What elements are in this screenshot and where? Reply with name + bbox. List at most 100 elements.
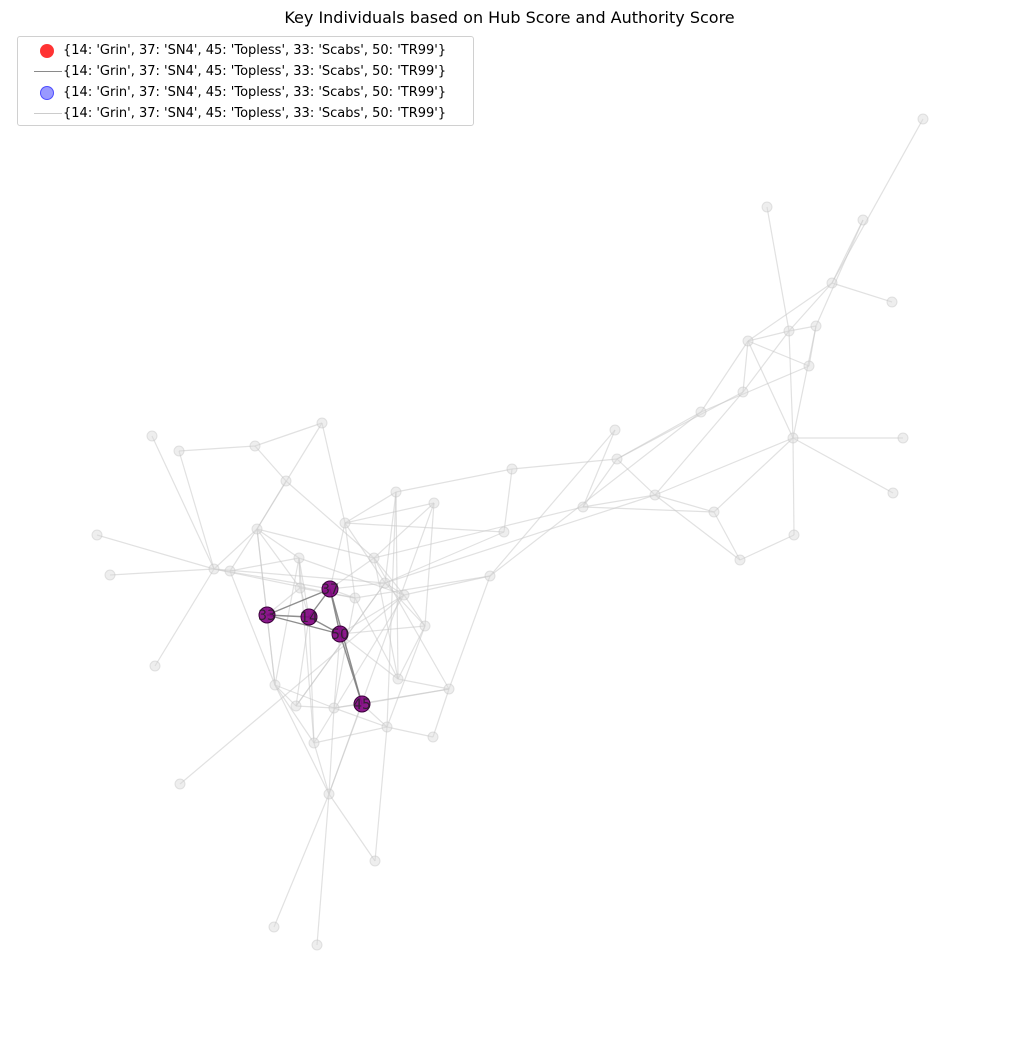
node <box>269 679 281 691</box>
node <box>293 552 305 564</box>
key-edge <box>266 588 331 616</box>
key-node-label: 33 <box>258 608 276 624</box>
edge <box>151 435 215 570</box>
key-node-label: 37 <box>321 582 339 598</box>
node <box>398 589 410 601</box>
key-edge <box>266 614 341 635</box>
edge <box>654 391 744 496</box>
edge <box>329 582 386 590</box>
key-node-33 <box>258 606 276 624</box>
edge <box>328 707 335 795</box>
edge <box>489 429 616 577</box>
edge <box>229 570 276 686</box>
edge <box>742 330 790 393</box>
edge <box>328 793 376 862</box>
edge <box>384 582 405 596</box>
edge <box>329 557 375 590</box>
edge <box>831 282 893 303</box>
key-node-45 <box>353 695 371 713</box>
node <box>91 529 103 541</box>
edge <box>582 506 715 513</box>
edge <box>295 705 335 709</box>
edge <box>815 219 864 327</box>
node <box>381 721 393 733</box>
key-node-37 <box>321 580 339 598</box>
background-nodes <box>91 113 929 951</box>
edge <box>386 491 397 728</box>
edge <box>742 340 749 393</box>
edge <box>713 437 794 513</box>
edge <box>178 445 256 452</box>
edge <box>339 633 399 680</box>
node <box>498 526 510 538</box>
node <box>249 440 261 452</box>
edge <box>295 582 386 707</box>
edge <box>308 616 315 744</box>
edge <box>344 502 435 524</box>
edge <box>616 458 656 496</box>
edge <box>344 522 356 599</box>
node <box>788 529 800 541</box>
node <box>609 424 621 436</box>
edge <box>432 688 450 738</box>
edge <box>386 726 434 738</box>
node <box>857 214 869 226</box>
node <box>419 620 431 632</box>
edge <box>403 575 491 596</box>
node <box>368 552 380 564</box>
node <box>392 673 404 685</box>
edge <box>788 330 794 439</box>
edge <box>354 575 491 599</box>
edge <box>373 557 405 596</box>
node <box>149 660 161 672</box>
edge <box>374 726 388 862</box>
edge <box>339 625 426 635</box>
edge <box>511 458 618 470</box>
node <box>611 453 623 465</box>
node <box>323 788 335 800</box>
legend-marker-red <box>40 44 54 58</box>
node <box>268 921 280 933</box>
node <box>708 506 720 518</box>
edge <box>384 494 656 584</box>
edge <box>792 437 894 494</box>
edge <box>256 528 375 559</box>
node <box>146 430 158 442</box>
edge <box>273 793 330 928</box>
edge <box>582 429 616 508</box>
edge <box>274 684 330 795</box>
legend-marker-blue <box>40 86 54 100</box>
legend: {14: 'Grin', 37: 'SN4', 45: 'Topless', 3… <box>17 36 474 126</box>
node <box>339 517 351 529</box>
edge <box>654 494 715 513</box>
node <box>810 320 822 332</box>
edge <box>328 703 363 795</box>
edge <box>298 557 310 618</box>
edge <box>361 688 450 705</box>
legend-entry-other-nodes: {14: 'Grin', 37: 'SN4', 45: 'Topless', 3… <box>18 82 473 104</box>
legend-label: {14: 'Grin', 37: 'SN4', 45: 'Topless', 3… <box>63 106 447 121</box>
node <box>280 475 292 487</box>
edge <box>313 594 405 744</box>
edge <box>256 528 301 589</box>
edge <box>229 557 300 572</box>
edge <box>333 707 388 728</box>
node <box>917 113 929 125</box>
edge <box>384 491 397 584</box>
node <box>484 570 496 582</box>
edge <box>178 450 215 570</box>
node <box>695 406 707 418</box>
edge <box>213 568 331 590</box>
edge <box>154 568 215 667</box>
node <box>737 386 749 398</box>
legend-line-gray <box>34 71 62 72</box>
edge <box>96 534 215 570</box>
node <box>311 939 323 951</box>
edge <box>333 597 356 709</box>
key-edge <box>329 588 363 705</box>
key-node-50 <box>331 625 349 643</box>
edge <box>448 575 491 690</box>
edge <box>747 340 794 439</box>
edge <box>739 534 795 561</box>
